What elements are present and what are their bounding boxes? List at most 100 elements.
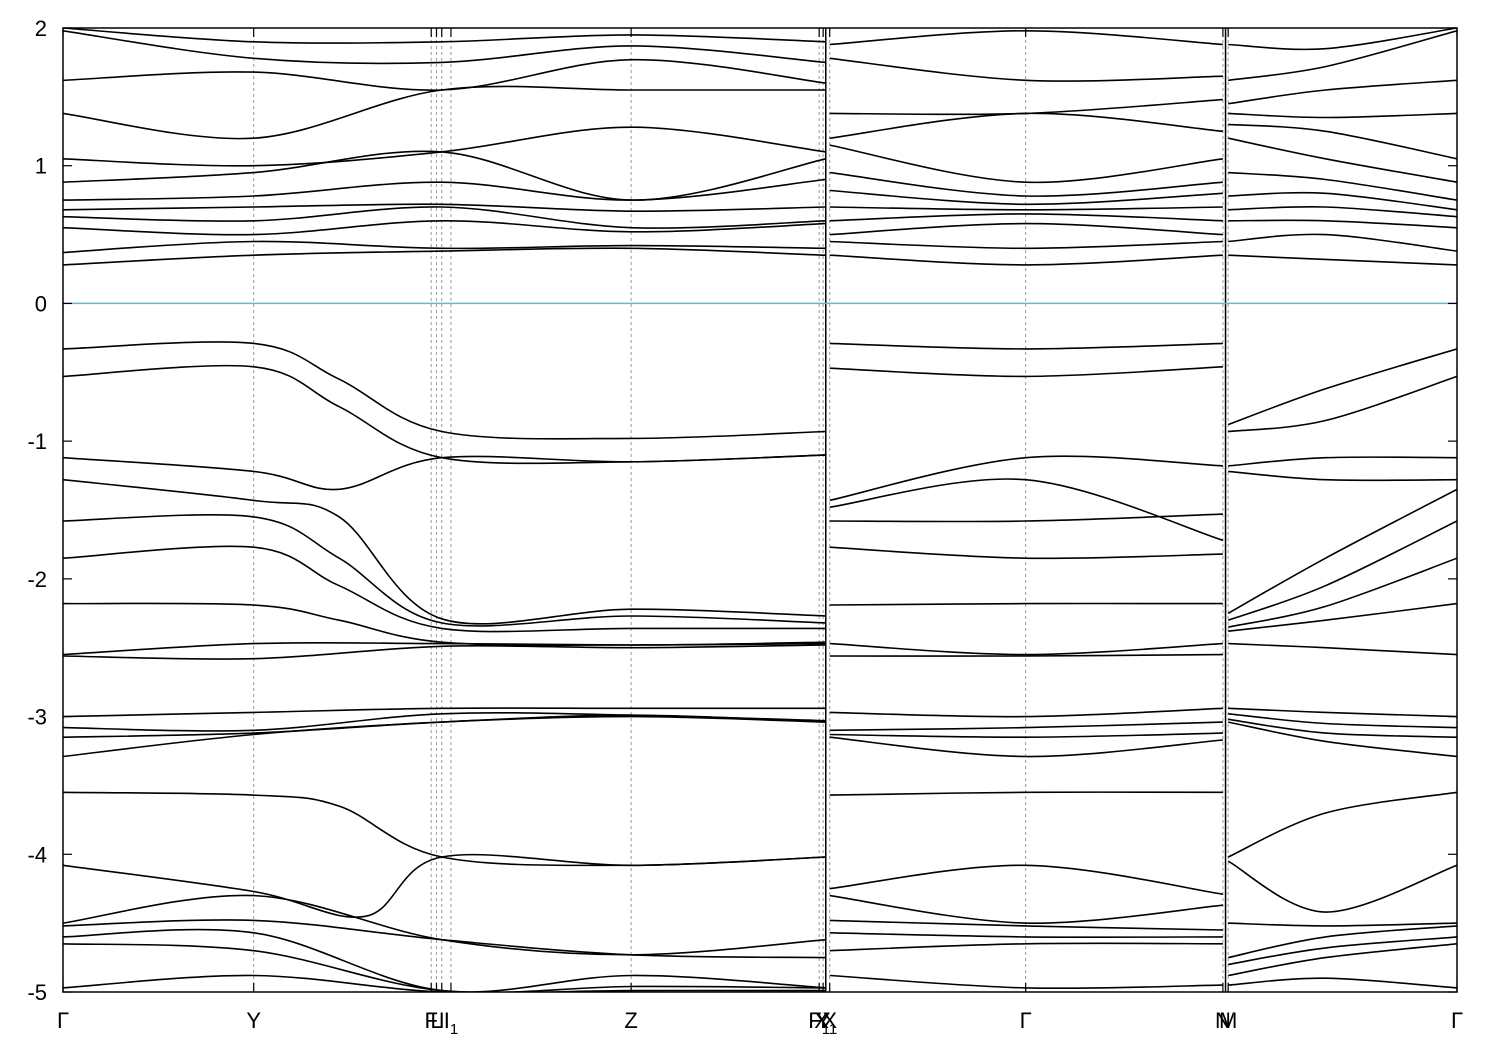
valence-band-41 [1228,375,1457,433]
conduction-band-16 [829,206,1223,211]
conduction-band-10 [63,30,826,65]
valence-band-33 [829,791,1223,796]
valence-band-52 [1228,721,1457,758]
y-tick-label: -2 [27,567,47,592]
x-kpoint-label: L [430,1008,442,1033]
y-tick-label: -4 [27,842,47,867]
valence-band-5 [63,545,826,633]
conduction-band-22 [829,57,1223,82]
x-kpoint-label: M [1219,1008,1237,1033]
valence-band-55 [1228,922,1457,927]
conduction-band-15 [829,213,1223,222]
valence-band-26 [829,602,1223,606]
valence-band-34 [829,864,1224,895]
valence-band-27 [829,642,1223,656]
conduction-band-32 [1228,112,1457,119]
x-kpoint-subscript: 1 [829,1021,837,1038]
valence-band-28 [829,653,1223,657]
conduction-band-4 [63,203,826,213]
valence-band-54 [1227,860,1457,913]
conduction-band-7 [63,126,826,167]
x-kpoint-label: N [1215,1008,1231,1033]
valence-band-17 [63,928,826,992]
valence-band-44 [1227,488,1457,614]
valence-band-39 [829,974,1223,990]
conduction-band-34 [1228,30,1457,82]
plot-frame [62,27,1458,993]
valence-band-43 [1228,470,1457,482]
conduction-band-26 [1228,219,1457,229]
valence-band-29 [829,707,1223,718]
valence-band-13 [63,791,826,867]
x-kpoint-subscript: 1 [450,1021,458,1038]
y-tick-label: 0 [35,291,47,316]
valence-band-30 [829,721,1223,732]
valence-band-0 [63,341,826,440]
valence-band-31 [829,732,1223,739]
valence-band-16 [63,919,826,959]
x-kpoint-label: Y [246,1008,261,1033]
valence-band-59 [1228,977,1457,989]
valence-band-19 [63,974,826,992]
y-tick-label: -3 [27,705,47,730]
valence-band-14 [63,853,826,918]
x-kpoint-label: X [822,1008,837,1033]
valence-band-23 [829,478,1224,542]
conduction-band-17 [829,189,1223,206]
conduction-band-35 [1228,28,1457,51]
valence-band-8 [63,644,826,660]
bands-group [63,28,1457,992]
valence-band-58 [1228,943,1457,977]
valence-band-36 [829,919,1223,931]
conduction-band-12 [829,254,1223,266]
conduction-band-11 [63,28,826,44]
valence-band-9 [63,707,826,718]
valence-band-35 [829,894,1223,924]
conduction-band-27 [1228,205,1457,218]
conduction-band-13 [829,240,1223,250]
x-kpoint-label: Z [624,1008,637,1033]
valence-band-48 [1228,642,1457,656]
x-kpoint-label: Γ [57,1008,69,1033]
valence-band-24 [829,513,1223,523]
valence-band-12 [63,715,826,758]
conduction-band-5 [63,178,826,201]
valence-band-57 [1228,936,1457,966]
valence-band-53 [1227,791,1457,858]
y-tick-label: 2 [35,16,47,41]
valence-band-51 [1228,718,1457,738]
y-tick-label: 1 [35,154,47,179]
conduction-band-6 [63,150,826,201]
conduction-band-8 [63,85,826,140]
valence-band-1 [63,364,826,465]
conduction-band-30 [1228,137,1457,183]
valence-band-47 [1228,602,1457,632]
valence-band-25 [829,546,1223,560]
conduction-band-21 [829,98,1223,116]
conduction-band-3 [63,206,826,229]
valence-band-2 [63,454,826,491]
conduction-band-23 [829,30,1223,46]
x-kpoint-label: F [424,1008,437,1033]
valence-band-46 [1228,557,1457,628]
conduction-band-31 [1228,123,1457,160]
x-kpoint-label: I1 [444,1008,458,1038]
y-tick-label: -5 [27,980,47,1005]
valence-band-22 [829,455,1223,502]
conduction-band-0 [63,247,826,266]
conduction-band-28 [1228,191,1457,211]
valence-band-40 [1227,348,1457,426]
y-tick-label: -1 [27,429,47,454]
valence-band-7 [63,641,826,656]
conduction-band-24 [1228,254,1457,266]
valence-band-6 [63,602,826,646]
valence-band-3 [63,478,826,625]
valence-band-4 [63,514,826,627]
valence-band-49 [1228,707,1457,718]
conduction-band-33 [1228,79,1457,105]
conduction-band-25 [1228,233,1457,252]
conduction-band-9 [63,58,826,91]
x-kpoint-label: Γ [1451,1008,1463,1033]
